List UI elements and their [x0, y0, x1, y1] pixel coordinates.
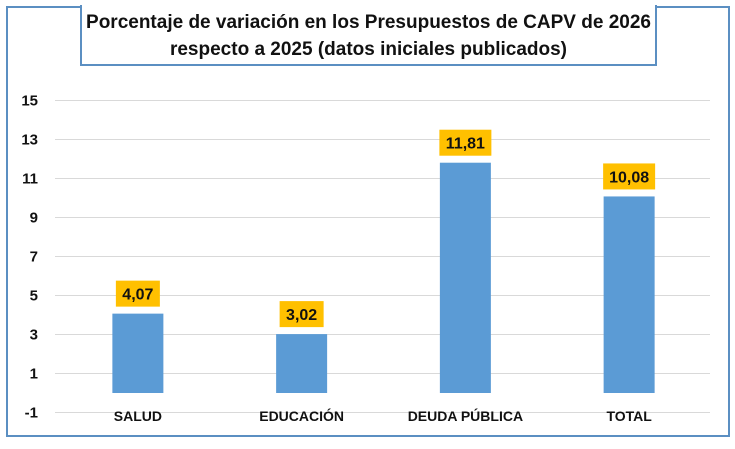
data-label: 3,02: [286, 307, 317, 324]
x-category-label: EDUCACIÓN: [259, 407, 344, 424]
data-label-bg: [603, 163, 656, 190]
data-label: 10,08: [609, 169, 649, 186]
x-category-label: TOTAL: [606, 408, 652, 424]
x-category-label: DEUDA PÚBLICA: [408, 407, 523, 424]
bar-3: [603, 196, 655, 393]
chart-title-line2: respecto a 2025 (datos iniciales publica…: [169, 39, 568, 60]
y-tick-label: 11: [22, 171, 38, 188]
x-category-label: SALUD: [114, 408, 162, 424]
data-label: 11,81: [446, 136, 485, 153]
data-label-bg: [439, 129, 492, 156]
data-label-bg: [279, 301, 324, 328]
y-tick-label: 9: [30, 210, 38, 227]
chart-title: Porcentaje de variación en los Presupues…: [80, 5, 657, 66]
bar-1: [276, 334, 328, 393]
chart-title-line1: Porcentaje de variación en los Presupues…: [86, 12, 651, 33]
y-tick-label: 5: [30, 288, 38, 305]
y-tick-label: -1: [25, 405, 38, 422]
bar-2: [439, 162, 491, 393]
y-tick-label: 1: [30, 366, 38, 383]
y-tick-label: 15: [21, 93, 38, 110]
y-tick-label: 7: [30, 249, 38, 266]
data-label-bg: [115, 280, 160, 307]
y-tick-label: 3: [30, 327, 38, 344]
y-tick-label: 13: [21, 132, 38, 149]
bar-0: [112, 313, 164, 393]
data-label: 4,07: [122, 287, 153, 304]
